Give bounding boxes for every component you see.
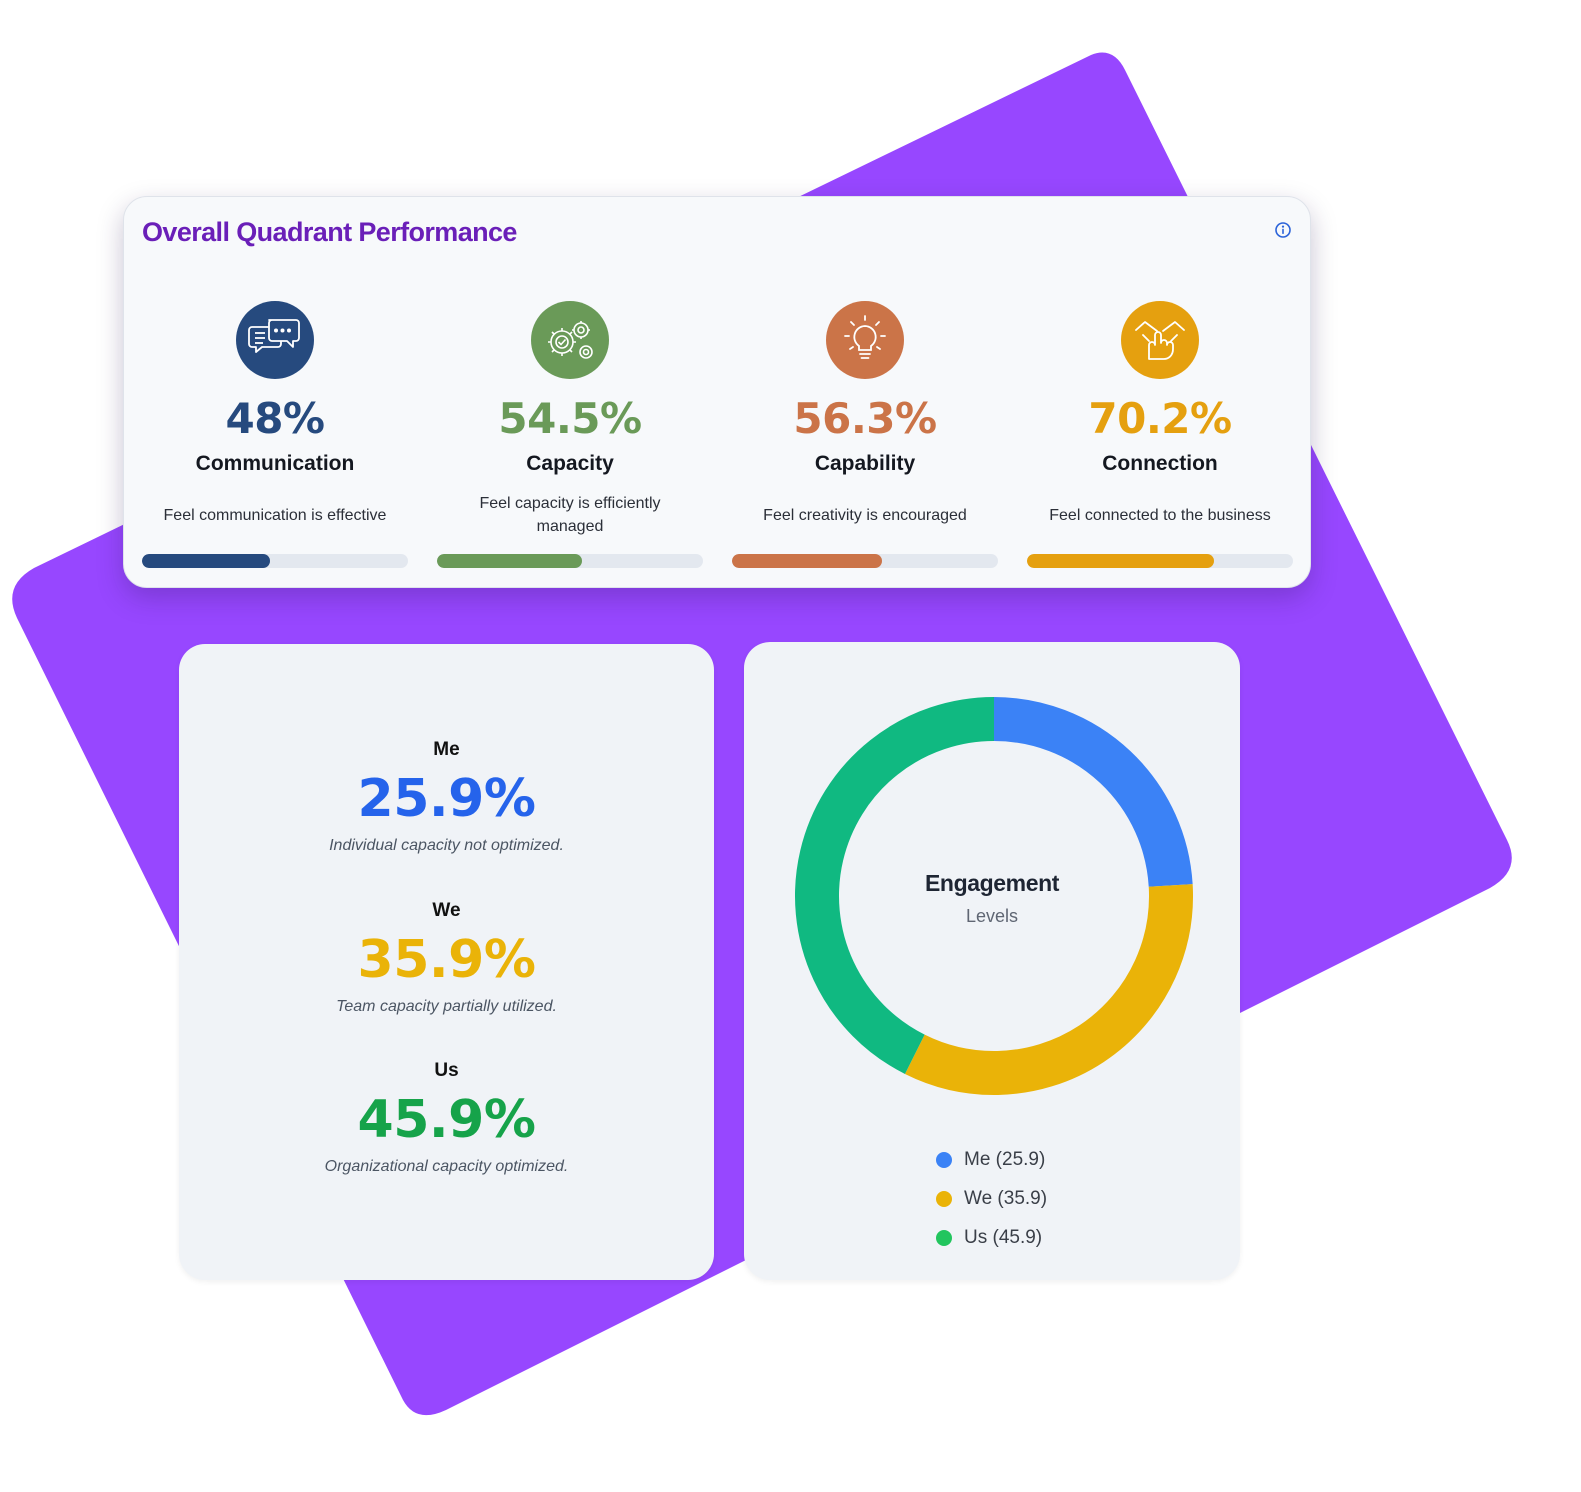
gears-icon bbox=[531, 301, 609, 379]
quadrant-description: Feel communication is effective bbox=[163, 506, 387, 524]
legend-label: Me (25.9) bbox=[964, 1148, 1046, 1170]
stat-label: We bbox=[432, 900, 461, 921]
legend-label: Us (45.9) bbox=[964, 1226, 1043, 1248]
quadrant-connection: 70.2% Connection Feel connected to the b… bbox=[1027, 301, 1293, 540]
quadrant-description: Feel connected to the business bbox=[1049, 506, 1271, 524]
legend-item-us[interactable]: Us (45.9) bbox=[936, 1218, 1047, 1257]
progress-fill bbox=[1027, 554, 1214, 568]
quadrant-communication: 48% Communication Feel communication is … bbox=[142, 301, 408, 540]
donut-center-title: Engagement bbox=[924, 870, 1060, 896]
legend-item-me[interactable]: Me (25.9) bbox=[936, 1140, 1047, 1179]
quadrant-performance-card: Overall Quadrant Performance 48% Communi… bbox=[123, 196, 1311, 588]
quadrant-value: 48% bbox=[225, 394, 325, 443]
stat-description: Team capacity partially utilized. bbox=[336, 998, 557, 1015]
quadrant-description: Feel creativity is encouraged bbox=[763, 506, 967, 524]
progress-fill bbox=[437, 554, 582, 568]
chart-legend: Me (25.9) We (35.9) Us (45.9) bbox=[936, 1140, 1047, 1257]
quadrant-value: 70.2% bbox=[1088, 394, 1232, 443]
stat-label: Me bbox=[433, 739, 460, 760]
quadrant-name: Capacity bbox=[526, 452, 614, 475]
chat-bubbles-icon bbox=[236, 301, 314, 379]
stat-we: We 35.9% Team capacity partially utilize… bbox=[179, 900, 714, 1016]
quadrant-value: 54.5% bbox=[498, 394, 642, 443]
engagement-chart-card: Engagement Levels Me (25.9) We (35.9) Us (… bbox=[744, 642, 1240, 1280]
quadrant-description: Feel capacity is efficiently managed bbox=[479, 495, 661, 535]
handshake-icon bbox=[1121, 301, 1199, 379]
stat-value: 45.9% bbox=[357, 1090, 536, 1150]
stat-me: Me 25.9% Individual capacity not optimiz… bbox=[179, 739, 714, 855]
connection-progress-bar bbox=[1027, 554, 1293, 568]
quadrant-name: Communication bbox=[195, 452, 355, 475]
progress-fill bbox=[142, 554, 270, 568]
donut-slice-me bbox=[993, 697, 1193, 888]
lightbulb-icon bbox=[826, 301, 904, 379]
engagement-donut-chart bbox=[795, 697, 1193, 1095]
stat-description: Individual capacity not optimized. bbox=[329, 837, 564, 854]
capability-progress-bar bbox=[732, 554, 998, 568]
stat-us: Us 45.9% Organizational capacity optimiz… bbox=[179, 1060, 714, 1176]
progress-fill bbox=[732, 554, 882, 568]
quadrant-name: Connection bbox=[1102, 452, 1218, 475]
info-icon[interactable] bbox=[1274, 221, 1292, 239]
stat-description: Organizational capacity optimized. bbox=[324, 1158, 569, 1175]
stat-value: 25.9% bbox=[357, 769, 536, 829]
donut-center-subtitle: Levels bbox=[965, 906, 1019, 926]
legend-item-we[interactable]: We (35.9) bbox=[936, 1179, 1047, 1218]
stat-value: 35.9% bbox=[357, 930, 536, 990]
card-title: Overall Quadrant Performance bbox=[142, 217, 517, 247]
stat-label: Us bbox=[434, 1060, 459, 1081]
quadrant-value: 56.3% bbox=[793, 394, 937, 443]
capacity-progress-bar bbox=[437, 554, 703, 568]
quadrant-capacity: 54.5% Capacity Feel capacity is efficien… bbox=[437, 301, 703, 540]
donut-slice-we bbox=[904, 884, 1193, 1095]
legend-swatch bbox=[936, 1151, 952, 1168]
communication-progress-bar bbox=[142, 554, 408, 568]
legend-swatch bbox=[936, 1229, 952, 1246]
quadrant-capability: 56.3% Capability Feel creativity is enco… bbox=[732, 301, 998, 540]
legend-label: We (35.9) bbox=[964, 1187, 1048, 1209]
capacity-stats-card: Me 25.9% Individual capacity not optimiz… bbox=[179, 644, 714, 1280]
quadrant-name: Capability bbox=[814, 452, 916, 475]
donut-slice-us bbox=[795, 697, 995, 1074]
legend-swatch bbox=[936, 1190, 952, 1207]
